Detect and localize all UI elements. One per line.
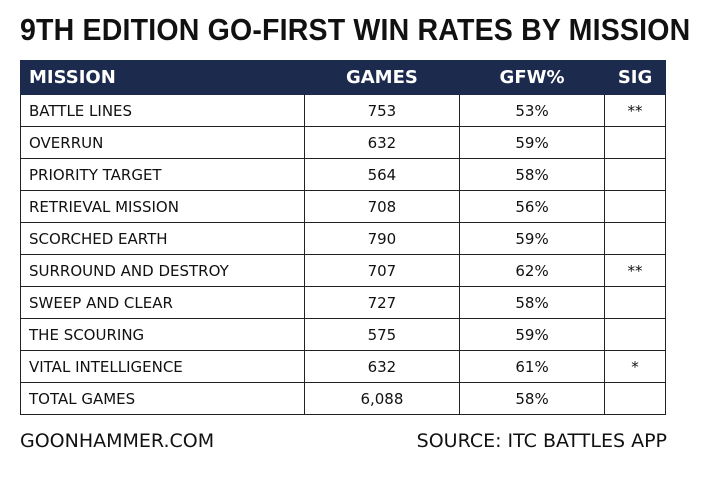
table-cell: 575: [303, 318, 460, 351]
table-row: SURROUND AND DESTROY 707 62% **: [20, 254, 666, 287]
table-cell: OVERRUN: [20, 126, 305, 159]
table-cell: SCORCHED EARTH: [20, 222, 305, 255]
table-cell: 707: [303, 254, 460, 287]
table-cell: 753: [303, 94, 460, 127]
table-cell: 62%: [458, 254, 606, 287]
table-row: PRIORITY TARGET 564 58%: [20, 158, 666, 191]
title: 9TH EDITION GO-FIRST WIN RATES BY MISSIO…: [20, 12, 691, 47]
table-row: THE SCOURING 575 59%: [20, 318, 666, 351]
table-cell: [604, 222, 666, 255]
table-cell: 58%: [458, 382, 606, 415]
table-row: RETRIEVAL MISSION 708 56%: [20, 190, 666, 223]
table-cell: [604, 286, 666, 319]
table-cell: *: [604, 350, 666, 383]
table-row: TOTAL GAMES 6,088 58%: [20, 382, 666, 415]
table-cell: 56%: [458, 190, 606, 223]
table-cell: 59%: [458, 126, 606, 159]
footer-left: GOONHAMMER.COM: [20, 430, 215, 452]
header-row: MISSION GAMES GFW% SIG: [20, 60, 666, 95]
table-cell: 59%: [458, 318, 606, 351]
table-row: SWEEP AND CLEAR 727 58%: [20, 286, 666, 319]
table-cell: BATTLE LINES: [20, 94, 305, 127]
table-cell: **: [604, 94, 666, 127]
table-cell: [604, 190, 666, 223]
table-cell: 632: [303, 126, 460, 159]
table-row: OVERRUN 632 59%: [20, 126, 666, 159]
column-header: GFW%: [458, 60, 606, 95]
table-cell: [604, 126, 666, 159]
table-row: BATTLE LINES 753 53% **: [20, 94, 666, 127]
table-head: MISSION GAMES GFW% SIG: [20, 60, 666, 95]
table-cell: TOTAL GAMES: [20, 382, 305, 415]
table-cell: 727: [303, 286, 460, 319]
table-cell: THE SCOURING: [20, 318, 305, 351]
table-cell: [604, 318, 666, 351]
table-cell: 58%: [458, 286, 606, 319]
table-cell: SURROUND AND DESTROY: [20, 254, 305, 287]
table-cell: 564: [303, 158, 460, 191]
table-cell: 632: [303, 350, 460, 383]
footer-right: SOURCE: ITC BATTLES APP: [416, 430, 667, 452]
table-cell: SWEEP AND CLEAR: [20, 286, 305, 319]
table-cell: PRIORITY TARGET: [20, 158, 305, 191]
column-header: SIG: [604, 60, 666, 95]
column-header: GAMES: [303, 60, 460, 95]
table-cell: **: [604, 254, 666, 287]
table-cell: VITAL INTELLIGENCE: [20, 350, 305, 383]
table-row: VITAL INTELLIGENCE 632 61% *: [20, 350, 666, 383]
table-cell: 6,088: [303, 382, 460, 415]
table: MISSION GAMES GFW% SIG BATTLE LINES 753 53% **…: [20, 60, 666, 415]
table-cell: 61%: [458, 350, 606, 383]
table-cell: RETRIEVAL MISSION: [20, 190, 305, 223]
table-cell: 790: [303, 222, 460, 255]
table-cell: 708: [303, 190, 460, 223]
table-cell: [604, 158, 666, 191]
table-row: SCORCHED EARTH 790 59%: [20, 222, 666, 255]
table-body: BATTLE LINES 753 53% ** OVERRUN 632 59% PRIORIT…: [20, 94, 666, 415]
table-cell: 58%: [458, 158, 606, 191]
table-cell: 53%: [458, 94, 606, 127]
table-cell: 59%: [458, 222, 606, 255]
table-cell: [604, 382, 666, 415]
column-header: MISSION: [20, 60, 305, 95]
